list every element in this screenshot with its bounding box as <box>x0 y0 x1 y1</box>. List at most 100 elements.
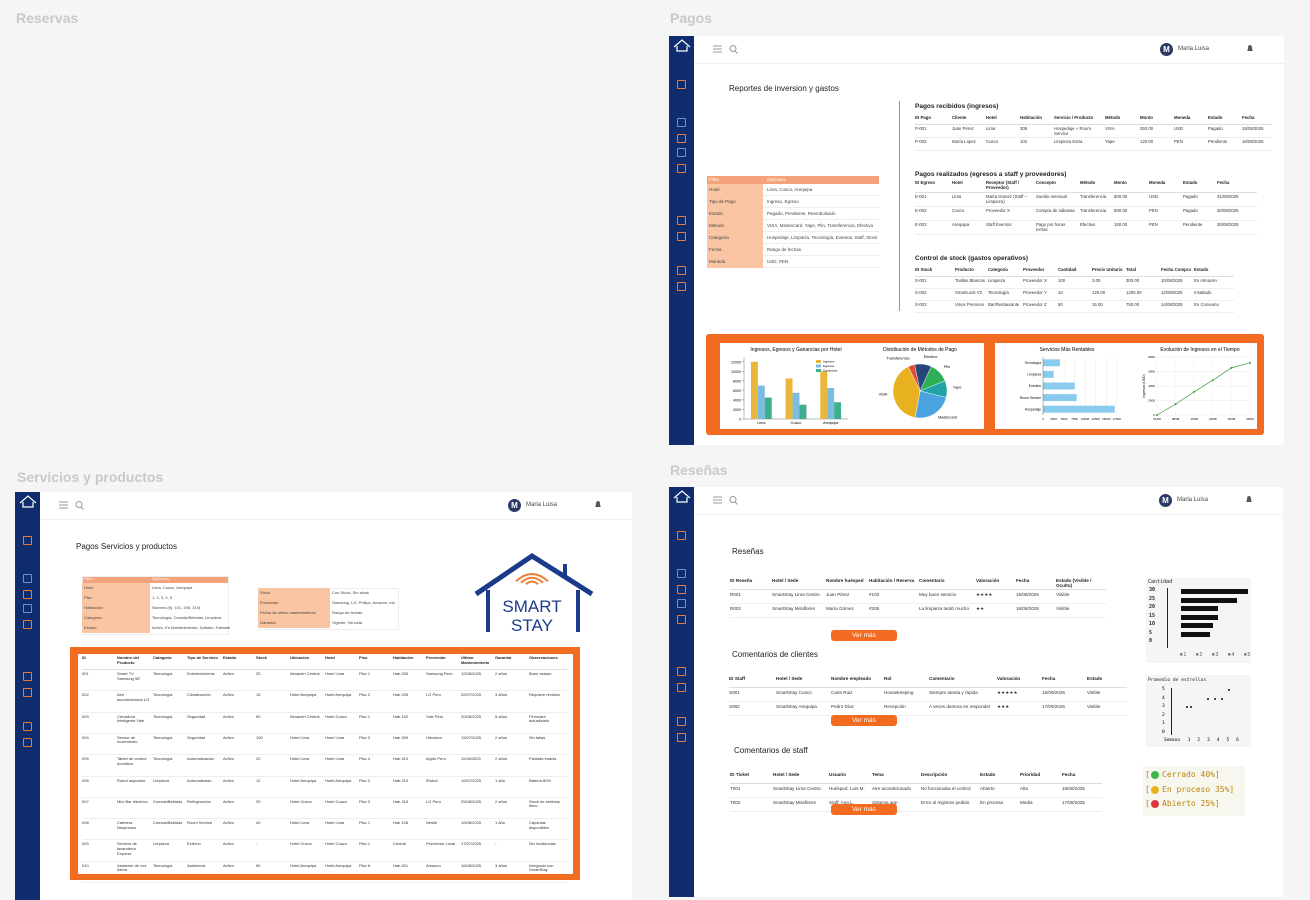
table-cell: SmartStay Cusco <box>776 690 812 695</box>
y-tick-label: 2000 <box>733 408 741 412</box>
chart <box>673 39 691 52</box>
table-cell: Batería 80% <box>529 777 552 783</box>
nav-icon <box>23 574 32 583</box>
table-cell: Hotel Arequipa <box>290 692 317 698</box>
x-tick-label: 17500 <box>1113 417 1122 421</box>
slice-label: VISA <box>879 392 888 396</box>
top-divider <box>694 514 1283 515</box>
x-tick-label: 22/08 <box>1209 417 1217 421</box>
sidebar <box>669 36 694 445</box>
table-rule <box>730 603 1106 604</box>
table-header: Monto <box>1140 115 1153 120</box>
x-tick-label: Lima <box>757 421 766 425</box>
table-cell: Hotel Cusco <box>325 841 347 847</box>
panel: M Maria Luisa Reportes de inversion y gast… <box>669 36 1284 445</box>
table-cell: Visible <box>1056 592 1070 597</box>
table-header: Fecha <box>1016 578 1030 583</box>
filter-row-rule <box>763 255 879 256</box>
table-cell: USD <box>1149 194 1159 199</box>
table-cell: Amazon <box>426 862 441 868</box>
y-tick-label: 4000 <box>733 398 741 402</box>
table-rule <box>915 124 1272 125</box>
table-cell: Activo <box>223 820 234 826</box>
more-button[interactable]: Ver más <box>831 715 897 726</box>
filter-cell: Lima, Cusco, Arequipa <box>152 585 193 590</box>
table-header: Hotel / Sede <box>776 676 803 681</box>
table-cell: Proveedor X <box>986 208 1010 213</box>
table-cell: Juan Pérez <box>952 126 974 131</box>
table-header: Estado (Visible / Oculto) <box>1056 578 1092 589</box>
table-cell: 3.00 <box>1092 278 1101 283</box>
table-cell: 300.00 <box>1126 278 1140 283</box>
table-cell: Tecnología <box>153 862 173 868</box>
table-cell: PEN <box>1149 222 1158 227</box>
section-title: Pagos recibidos (ingresos) <box>915 103 999 110</box>
table-cell: Limpieza <box>988 278 1006 283</box>
filter-cell: Samsung, LG, Philips, Amazon, etc. <box>332 600 396 605</box>
table-cell: Aire acondicionado LG <box>117 692 150 702</box>
section-title: Pagos realizados (egresos a staff y prov… <box>915 171 1067 178</box>
chart-title: Evolución de Ingresos en el Tiempo <box>1160 347 1239 353</box>
table-cell: Pantalla intacta <box>529 756 557 762</box>
table-cell: Climatización <box>187 692 211 698</box>
table-cell: Piso 2 <box>359 777 371 783</box>
table-cell: Automatización <box>187 756 215 762</box>
x-tick-label: 15000 <box>1102 417 1111 421</box>
table-cell: A veces demora en responder <box>929 704 991 709</box>
table-rule <box>915 206 1257 207</box>
x-tick-label: 08/08 <box>1172 417 1180 421</box>
y-tick-label: Room Service <box>1020 396 1041 400</box>
filter-cell: Pagado, Pendiente, Reembolsado <box>767 211 836 216</box>
table-cell: Proveedor Y <box>1023 290 1047 295</box>
table-cell: Yape <box>1105 139 1115 144</box>
table-cell: Compra de sábanas <box>1036 208 1075 213</box>
bar <box>1181 614 1218 620</box>
table-cell: SmartStay Lima Centro <box>773 786 821 791</box>
filter-cell: 1, 2, 3, 4, 5 <box>152 595 173 600</box>
table-cell: ★★★★★ <box>997 690 1018 695</box>
y-tick-label: Limpieza <box>1027 373 1041 377</box>
table-cell: Pagado <box>1208 126 1223 131</box>
filter-head <box>82 576 228 583</box>
more-button[interactable]: Ver más <box>831 804 897 815</box>
section-title: Control de stock (gastos operativos) <box>915 255 1029 262</box>
row-label: 25 <box>1149 595 1156 602</box>
table-header: Receptor (Staff / Proveedor) <box>986 180 1020 190</box>
table-cell: Integrado con SmartStay <box>529 862 554 873</box>
point <box>1230 366 1233 369</box>
table-header: Estado <box>1183 180 1198 185</box>
table-rule <box>82 860 567 862</box>
table-cell: PEN <box>1174 139 1183 144</box>
table-cell: Muy buen servicio <box>919 592 957 597</box>
table-cell: Transferencia <box>1080 194 1107 199</box>
filter-cell: Categoría <box>709 235 729 240</box>
nav-icon <box>677 615 686 624</box>
table-cell: Activo <box>223 671 234 676</box>
more-button[interactable]: Ver más <box>831 630 897 641</box>
table-cell: Apple Perú <box>426 756 446 762</box>
table-cell: Hab 205 <box>393 671 409 676</box>
table-header: ID Ticket <box>730 772 750 777</box>
x-axis-label: Semana <box>1164 738 1180 743</box>
bar <box>1043 405 1115 413</box>
table-cell: 5 años <box>495 713 508 719</box>
table-cell: Pagado <box>1183 194 1198 199</box>
table-cell: 750.00 <box>1126 302 1140 307</box>
section-title: Reseñas <box>732 547 764 556</box>
y-tick-label: 12000 <box>731 360 741 364</box>
table-cell: 120.00 <box>1092 290 1106 295</box>
table-rule <box>730 783 1102 784</box>
table-cell: Proveedor Z <box>1023 302 1047 307</box>
table-cell: Hab 309 <box>393 734 409 740</box>
chart <box>595 501 601 507</box>
table-cell: Tecnología <box>153 692 173 698</box>
table-cell: Aire acondicionado <box>872 786 912 791</box>
table-cell: Piso 4 <box>359 756 371 762</box>
table-cell: 25 <box>256 671 261 676</box>
bar <box>799 404 807 419</box>
table-cell: S002 <box>729 704 740 709</box>
x-tick-label: 2 <box>1197 738 1201 743</box>
table-cell: Pagado <box>1183 208 1198 213</box>
table-cell: Comida/Bebidas <box>153 820 183 826</box>
